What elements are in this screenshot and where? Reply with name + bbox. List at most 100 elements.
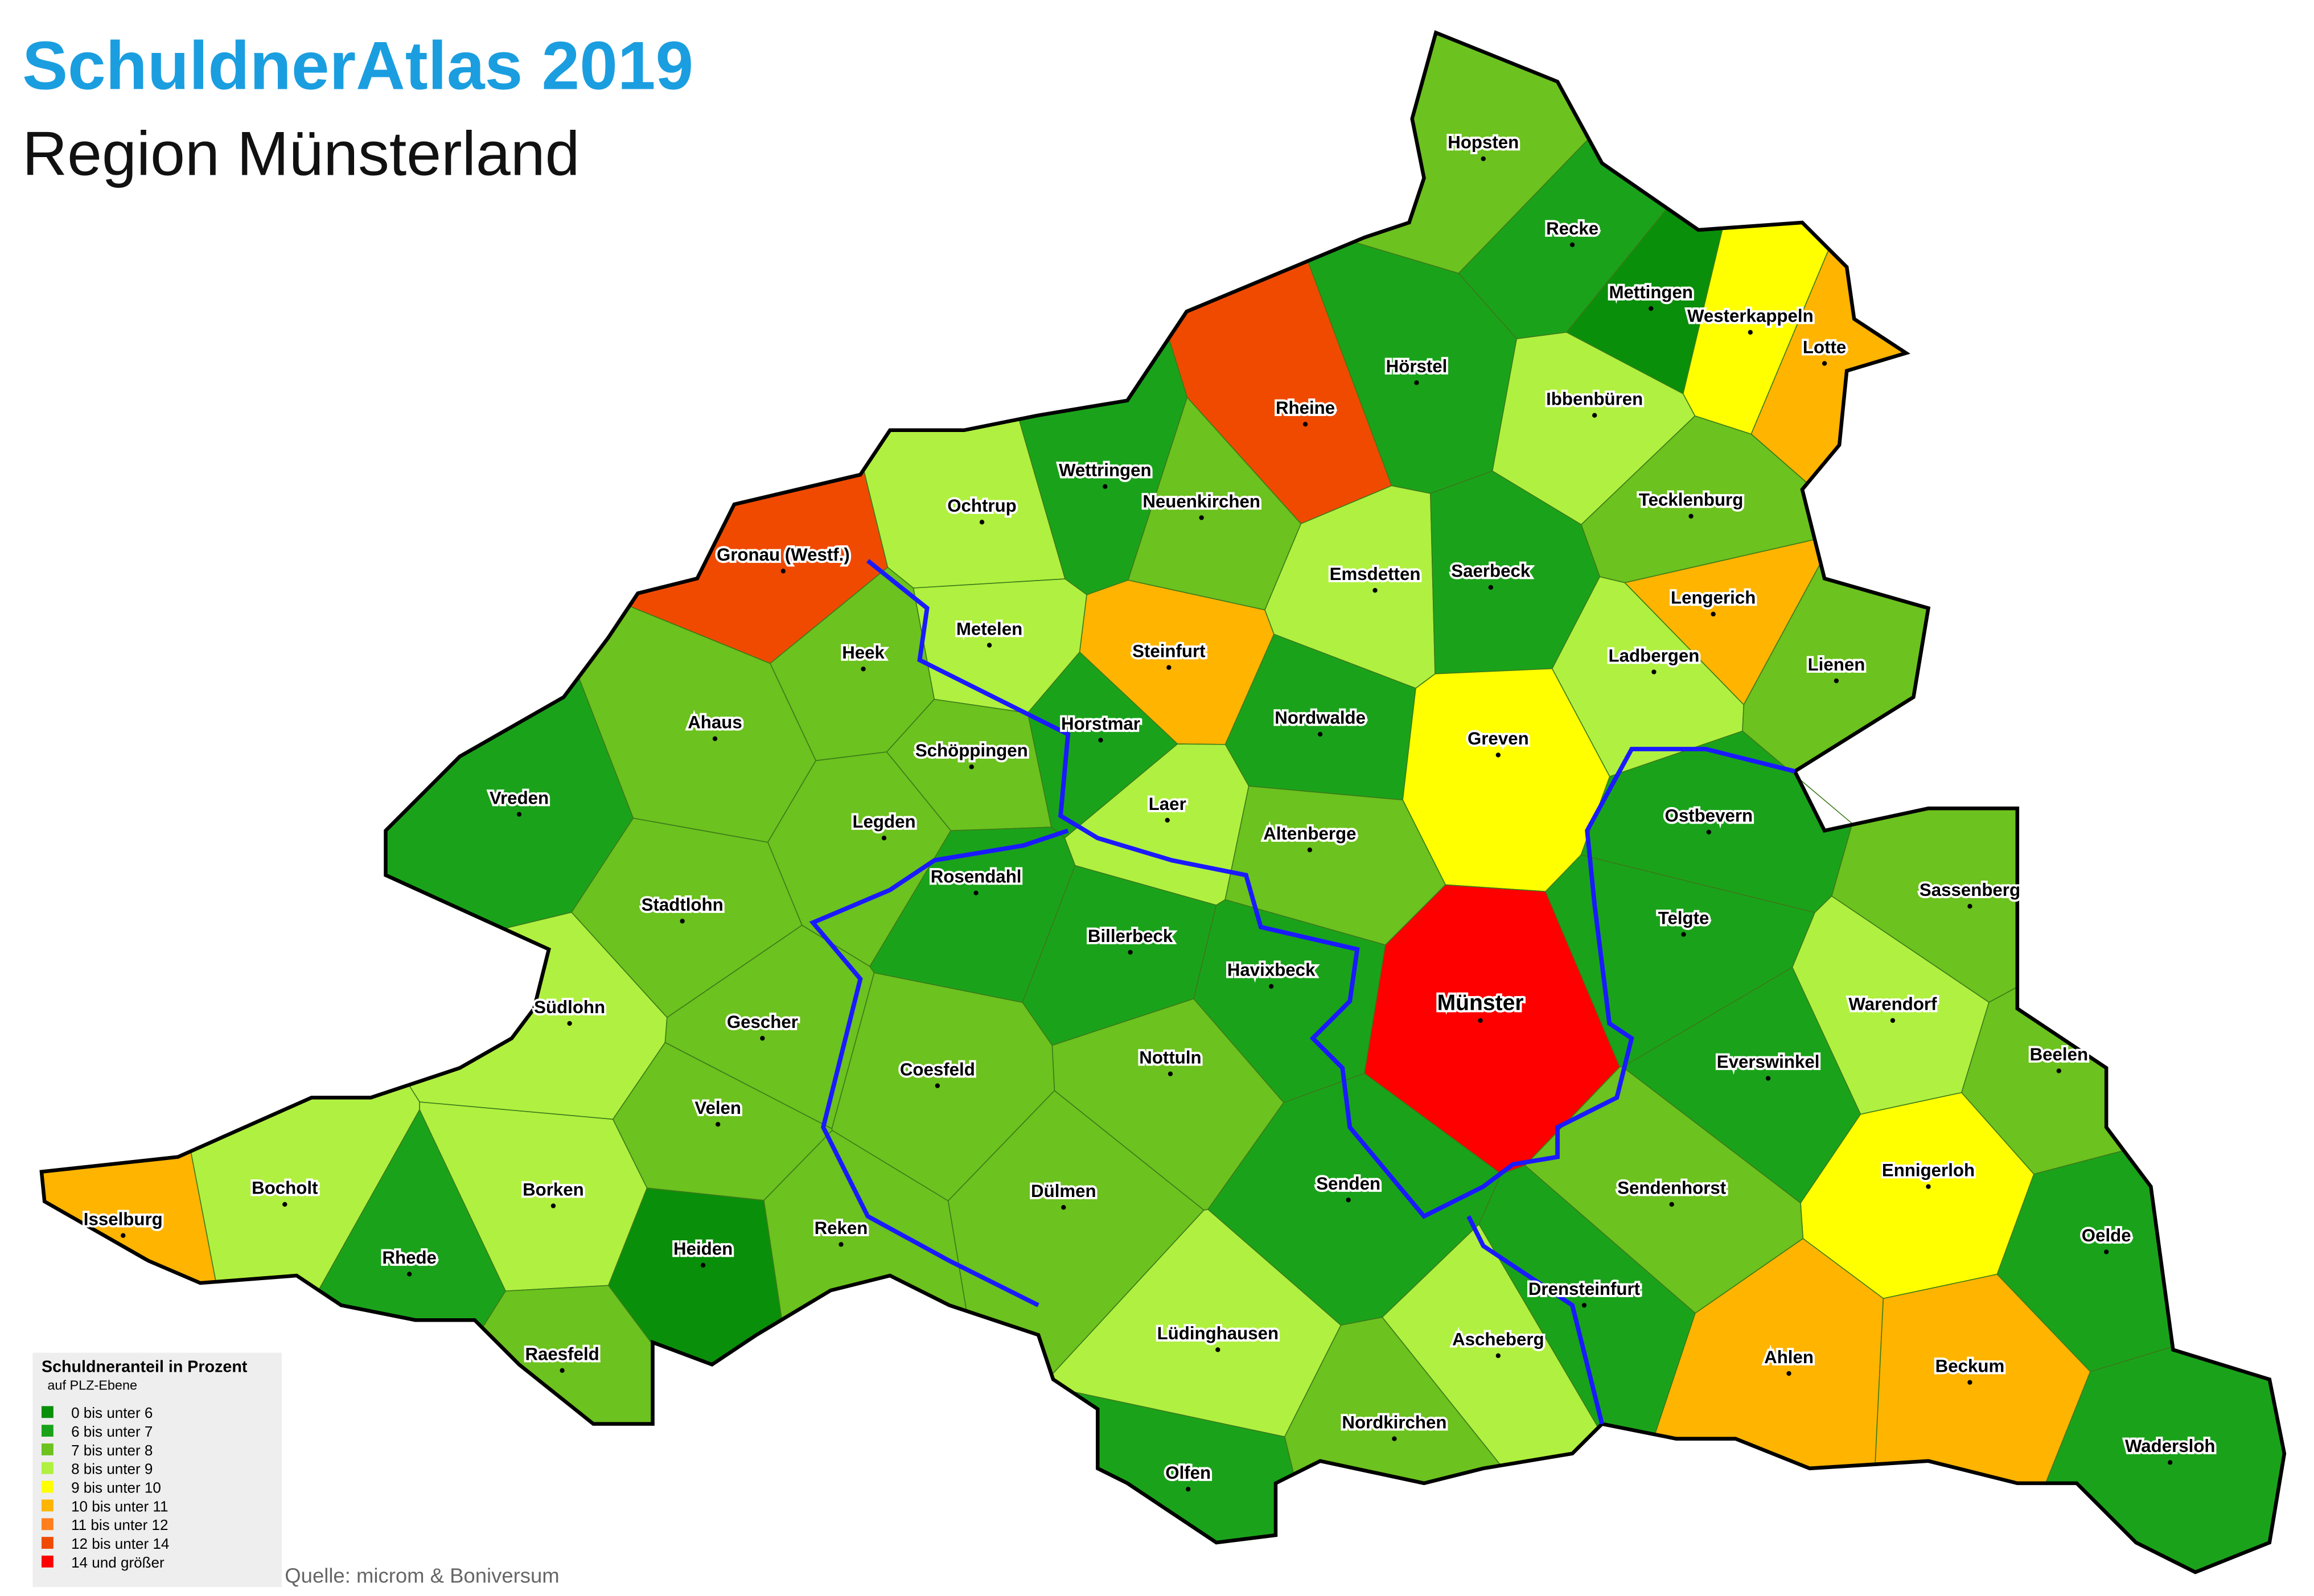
- place-label: Gescher: [727, 1012, 798, 1032]
- place-label: Neuenkirchen: [1142, 491, 1260, 511]
- place-label: Nottuln: [1139, 1047, 1201, 1067]
- place-dot: [2168, 1460, 2173, 1465]
- place-label: Ennigerloh: [1882, 1160, 1975, 1180]
- place-label: Schöppingen: [915, 741, 1028, 760]
- place-dot: [1890, 1018, 1896, 1023]
- place-label: Wettringen: [1059, 460, 1152, 480]
- legend-label: 0 bis unter 6: [71, 1404, 153, 1421]
- place-label: Rhede: [382, 1248, 437, 1268]
- place-label: Billerbeck: [1088, 926, 1173, 946]
- legend-swatch: [41, 1556, 54, 1568]
- legend-subtitle: auf PLZ-Ebene: [47, 1378, 137, 1393]
- legend-swatch: [41, 1406, 54, 1418]
- place-dot: [1098, 738, 1103, 743]
- place-dot: [1481, 156, 1486, 162]
- place-label: Beelen: [2030, 1044, 2088, 1064]
- place-dot: [973, 890, 979, 895]
- place-label: Altenberge: [1263, 824, 1356, 844]
- place-label: Münster: [1437, 991, 1524, 1015]
- legend-label: 10 bis unter 11: [71, 1498, 168, 1515]
- region-outline: [39, 30, 2287, 1574]
- place-label: Ibbenbüren: [1546, 389, 1643, 409]
- subtitle: Region Münsterland: [22, 120, 579, 189]
- place-label: Warendorf: [1848, 994, 1937, 1014]
- place-dot: [1168, 1071, 1173, 1076]
- place-dot: [700, 1262, 706, 1268]
- place-label: Sendenhorst: [1617, 1178, 1727, 1198]
- place-label: Gronau (Westf.): [717, 545, 850, 565]
- place-dot: [1834, 678, 1839, 684]
- place-label: Reken: [815, 1218, 868, 1238]
- legend-label: 14 und größer: [71, 1554, 165, 1571]
- legend-swatch: [41, 1537, 54, 1549]
- place-dot: [2056, 1068, 2061, 1073]
- legend-label: 9 bis unter 10: [71, 1479, 161, 1496]
- place-label: Heiden: [673, 1239, 733, 1259]
- place-dot: [1651, 669, 1657, 674]
- place-dot: [987, 643, 992, 648]
- place-label: Sassenberg: [1920, 880, 2020, 900]
- place-dot: [1926, 1184, 1931, 1189]
- legend-label: 6 bis unter 7: [71, 1423, 153, 1440]
- place-dot: [407, 1272, 412, 1277]
- place-label: Lüdinghausen: [1157, 1323, 1279, 1343]
- legend-title: Schuldneranteil in Prozent: [42, 1358, 248, 1376]
- place-dot: [1199, 515, 1204, 520]
- place-label: Beckum: [1935, 1356, 2005, 1376]
- place-label: Laer: [1149, 794, 1186, 814]
- place-dot: [2104, 1249, 2109, 1254]
- place-dot: [1786, 1371, 1791, 1376]
- place-label: Westerkappeln: [1687, 306, 1814, 326]
- legend-label: 8 bis unter 9: [71, 1461, 153, 1478]
- place-dot: [1165, 817, 1170, 823]
- place-label: Horstmar: [1061, 714, 1140, 734]
- place-dot: [1478, 1018, 1483, 1023]
- place-dot: [1688, 513, 1694, 519]
- place-dot: [1581, 1303, 1587, 1308]
- place-dot: [861, 667, 866, 672]
- place-dot: [1569, 242, 1575, 248]
- place-label: Nordwalde: [1275, 708, 1366, 728]
- place-label: Everswinkel: [1717, 1052, 1820, 1072]
- place-label: Recke: [1546, 219, 1598, 238]
- place-label: Mettingen: [1609, 282, 1693, 302]
- place-dot: [1186, 1487, 1191, 1492]
- place-label: Bocholt: [252, 1178, 318, 1198]
- place-label: Oelde: [2082, 1225, 2131, 1245]
- place-dot: [1488, 585, 1493, 590]
- place-dot: [680, 919, 685, 924]
- place-dot: [1307, 848, 1313, 853]
- place-dot: [550, 1203, 556, 1208]
- place-dot: [1495, 1353, 1501, 1358]
- place-label: Drensteinfurt: [1528, 1279, 1641, 1299]
- place-dot: [1649, 306, 1654, 311]
- place-dot: [1495, 752, 1501, 758]
- place-dot: [1346, 1197, 1351, 1203]
- place-dot: [1592, 413, 1597, 418]
- place-label: Ascheberg: [1452, 1330, 1544, 1350]
- place-label: Südlohn: [534, 997, 605, 1017]
- district-border: [866, 559, 1795, 1219]
- place-label: Ahaus: [688, 713, 742, 733]
- place-label: Ahlen: [1764, 1347, 1814, 1367]
- municipalities: [41, 32, 2285, 1573]
- place-dot: [121, 1233, 126, 1238]
- legend-box: [32, 1352, 282, 1587]
- place-label: Steinfurt: [1132, 641, 1206, 661]
- place-label: Vreden: [490, 788, 549, 808]
- place-label: Hörstel: [1386, 356, 1448, 376]
- place-label: Emsdetten: [1330, 564, 1421, 584]
- place-dot: [1414, 380, 1419, 385]
- place-dot: [935, 1083, 940, 1088]
- legend-label: 7 bis unter 8: [71, 1442, 153, 1459]
- place-dot: [567, 1021, 572, 1026]
- place-dot: [1302, 422, 1308, 427]
- place-labels: Hopsten Recke Mettingen Westerkappeln Lotte H…: [81, 130, 2217, 1492]
- place-dot: [1748, 330, 1753, 335]
- place-dot: [881, 836, 887, 841]
- place-dot: [712, 736, 718, 741]
- legend-swatch: [41, 1518, 54, 1531]
- place-dot: [1392, 1436, 1397, 1441]
- place-dot: [560, 1368, 565, 1373]
